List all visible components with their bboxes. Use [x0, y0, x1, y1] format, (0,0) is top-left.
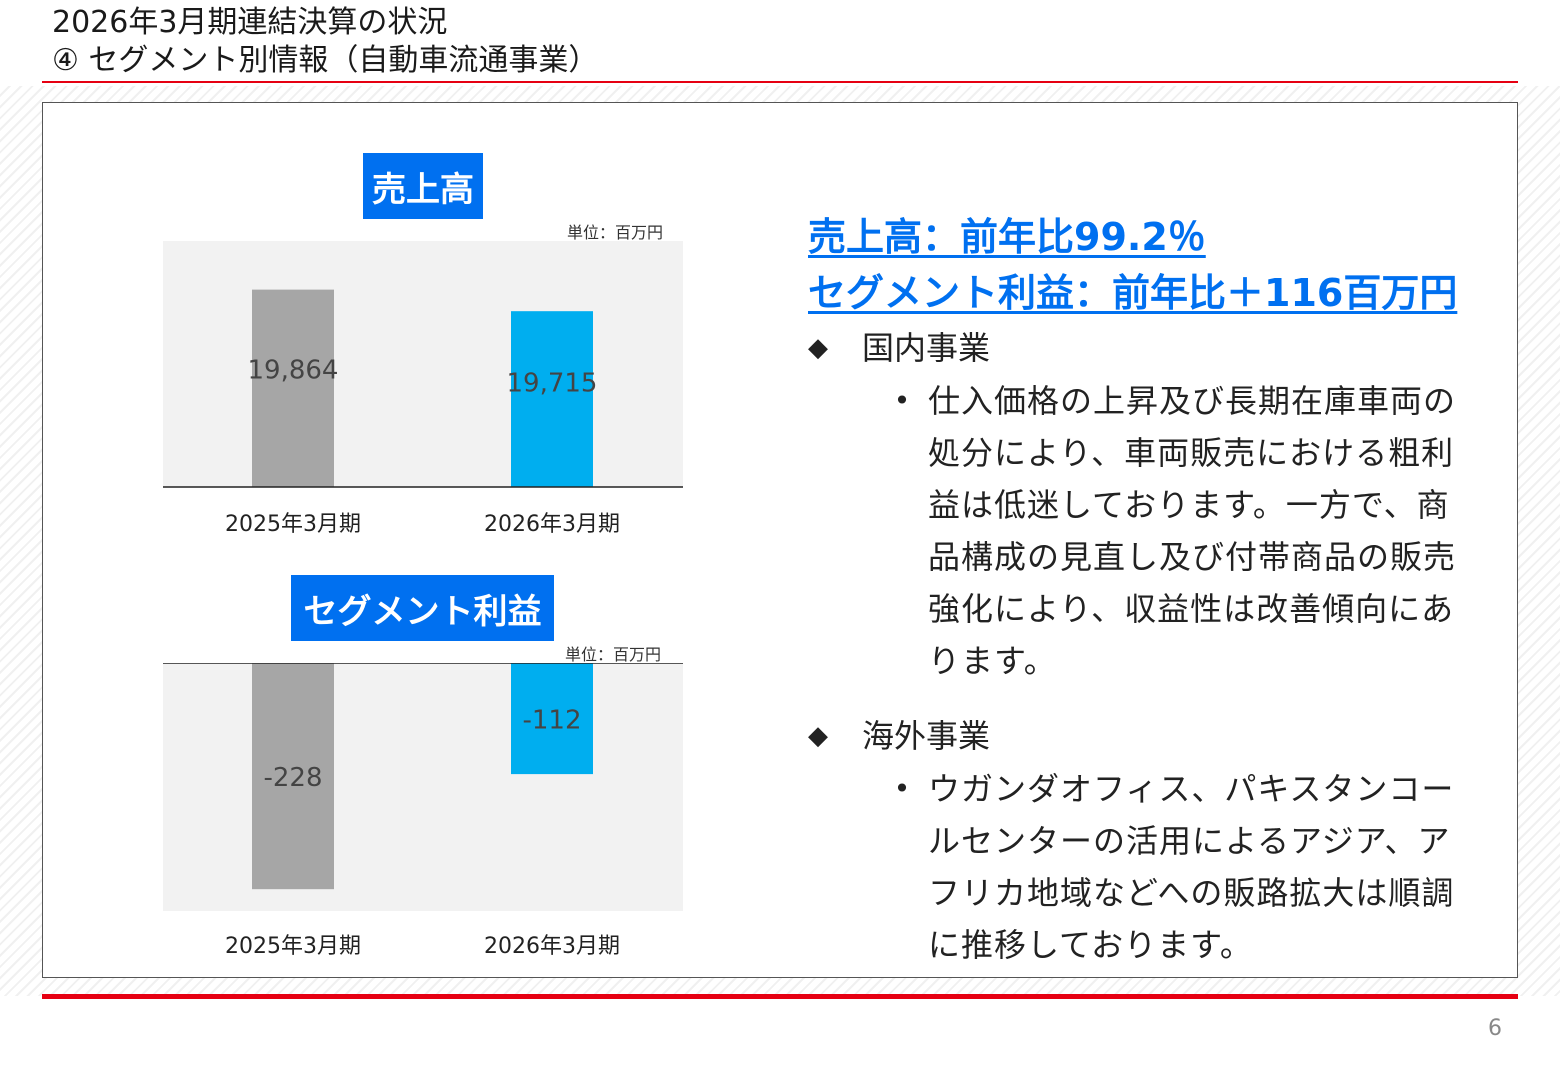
category-label-2: 2026年3月期: [484, 934, 620, 959]
sales-chart-label: 売上高: [363, 153, 483, 219]
plot-background: [163, 241, 683, 487]
domestic-bullet: • 仕入価格の上昇及び長期在庫車両の処分により、車両販売における粗利益は低迷して…: [876, 375, 1508, 687]
diamond-icon: ◆: [808, 721, 828, 751]
bar-value-label-2: -112: [522, 706, 581, 736]
domestic-text: 仕入価格の上昇及び長期在庫車両の処分により、車両販売における粗利益は低迷しており…: [928, 382, 1457, 680]
profit-unit-label: 単位：百万円: [565, 645, 662, 664]
page-number: 6: [1488, 1016, 1502, 1041]
bullet-icon: •: [893, 384, 911, 417]
content-panel: 売上高 単位：百万円 19,864 2025年3月期 19,715 2026年3月期 …: [42, 102, 1518, 978]
sales-unit-label: 単位：百万円: [567, 223, 664, 242]
profit-headline: セグメント利益：前年比＋116百万円: [808, 271, 1458, 315]
summary-panel: 売上高：前年比99.2％ セグメント利益：前年比＋116百万円 ◆ 国内事業 •…: [808, 209, 1508, 971]
sales-chart: 19,864 2025年3月期 19,715 2026年3月期: [163, 241, 683, 551]
bar-2: [511, 663, 593, 775]
page-subtitle: ④ セグメント別情報（自動車流通事業）: [52, 43, 599, 78]
bar-1: [252, 663, 334, 890]
bar-value-label-1: 19,864: [248, 356, 339, 386]
sales-chart-svg: 19,864 2025年3月期 19,715 2026年3月期: [163, 241, 683, 537]
overseas-heading: 海外事業: [862, 717, 991, 755]
category-label-1: 2025年3月期: [225, 934, 361, 959]
footer-divider: [42, 994, 1518, 999]
profit-chart: -228 2025年3月期 -112 2026年3月期: [163, 663, 683, 975]
overseas-bullet: • ウガンダオフィス、パキスタンコールセンターの活用によるアジア、アフリカ地域な…: [876, 763, 1508, 971]
diamond-icon: ◆: [808, 333, 828, 363]
bar-value-label-2: 19,715: [507, 369, 598, 399]
bar-2: [511, 311, 593, 487]
category-label-1: 2025年3月期: [225, 512, 361, 537]
overseas-text: ウガンダオフィス、パキスタンコールセンターの活用によるアジア、アフリカ地域などへ…: [928, 770, 1455, 964]
overseas-heading-row: ◆ 海外事業: [808, 711, 1508, 761]
sales-headline: 売上高：前年比99.2％: [808, 215, 1206, 259]
profit-chart-label: セグメント利益: [291, 575, 554, 641]
page-title: 2026年3月期連結決算の状況: [52, 5, 448, 40]
header-divider: [42, 81, 1518, 83]
category-label-2: 2026年3月期: [484, 512, 620, 537]
domestic-heading: 国内事業: [862, 329, 991, 367]
plot-background: [163, 663, 683, 911]
profit-chart-svg: -228 2025年3月期 -112 2026年3月期: [163, 663, 683, 959]
bullet-icon: •: [893, 772, 911, 805]
domestic-heading-row: ◆ 国内事業: [808, 323, 1508, 373]
bar-value-label-1: -228: [263, 763, 322, 793]
bar-1: [252, 289, 334, 487]
